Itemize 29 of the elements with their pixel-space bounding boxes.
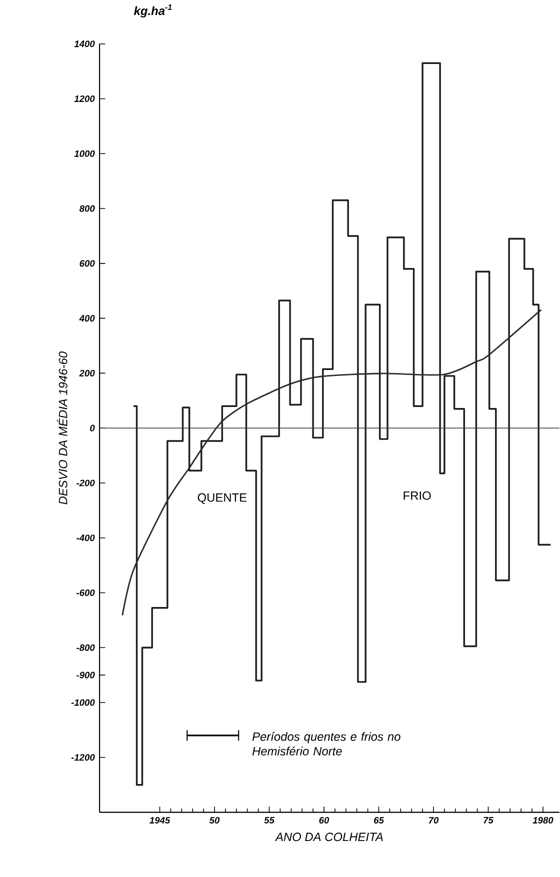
- x-tick-label: 60: [319, 817, 330, 824]
- x-tick-label: 75: [484, 816, 494, 824]
- annotation: QUENTE: [198, 493, 247, 504]
- annotation: FRIO: [404, 491, 431, 500]
- y-tick-label: -1000: [71, 699, 95, 706]
- x-tick-label: 1945: [150, 817, 170, 824]
- y-axis-title: DESVIO DA MÉDIA 1946-60: [56, 352, 68, 504]
- y-tick-label: 1400: [74, 40, 95, 48]
- y-tick-label: 400: [79, 315, 95, 322]
- y-tick-label: -600: [76, 589, 95, 596]
- y-tick-label: -200: [76, 480, 95, 486]
- y-tick-label: -900: [76, 672, 95, 678]
- y-tick-label: 0: [90, 424, 95, 432]
- x-tick-label: 70: [428, 817, 439, 824]
- x-axis-title: ANO DA COLHEITA: [274, 832, 383, 842]
- y-tick-label: -400: [76, 534, 95, 542]
- text: kg.ha$^{-1}$: [134, 4, 172, 18]
- x-tick-label: 50: [209, 817, 220, 824]
- y-tick-label: 1000: [74, 150, 95, 157]
- x-tick-label: 55: [264, 816, 275, 824]
- x-tick-label: 65: [374, 817, 384, 824]
- y-tick-label: 200: [79, 370, 95, 376]
- y-tick-label: 800: [80, 205, 95, 212]
- y-tick-label: 600: [80, 260, 95, 267]
- y-tick-label: -1200: [71, 754, 95, 761]
- y-tick-label: 1200: [74, 95, 95, 102]
- y-tick-label: -800: [76, 644, 95, 651]
- annotation: Períodos quentes e frios no Hemisfério Norte: [252, 732, 400, 756]
- x-tick-label: 1980: [532, 817, 554, 824]
